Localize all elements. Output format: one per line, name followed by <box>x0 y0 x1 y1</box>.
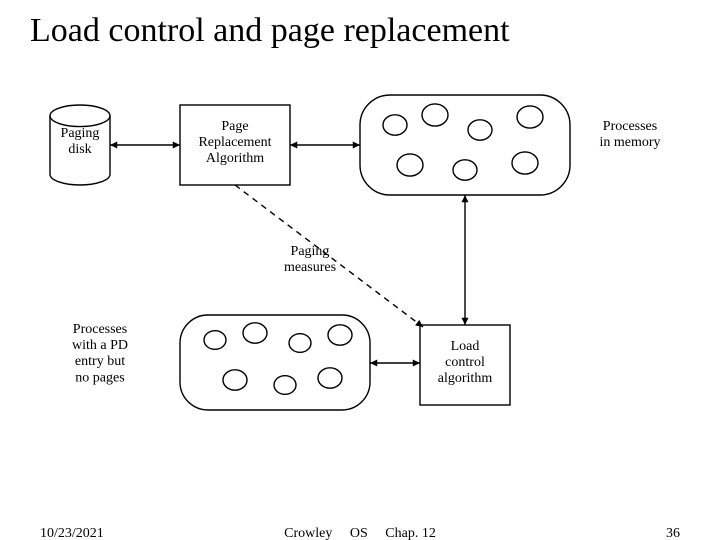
slide-title: Load control and page replacement <box>0 12 720 50</box>
svg-text:Pagingmeasures: Pagingmeasures <box>284 244 336 275</box>
footer-subject: OS <box>350 526 368 540</box>
load-control-diagram: PagingdiskPageReplacementAlgorithmProces… <box>30 75 690 475</box>
svg-text:Processeswith a PDentry butno: Processeswith a PDentry butno pages <box>72 322 128 385</box>
svg-text:Processesin memory: Processesin memory <box>599 119 660 150</box>
footer-chapter: Chap. 12 <box>385 526 436 540</box>
footer-author: Crowley <box>284 526 332 540</box>
footer-center: Crowley OS Chap. 12 <box>0 526 720 540</box>
footer-page: 36 <box>666 526 680 540</box>
diagram-container: PagingdiskPageReplacementAlgorithmProces… <box>30 75 690 475</box>
